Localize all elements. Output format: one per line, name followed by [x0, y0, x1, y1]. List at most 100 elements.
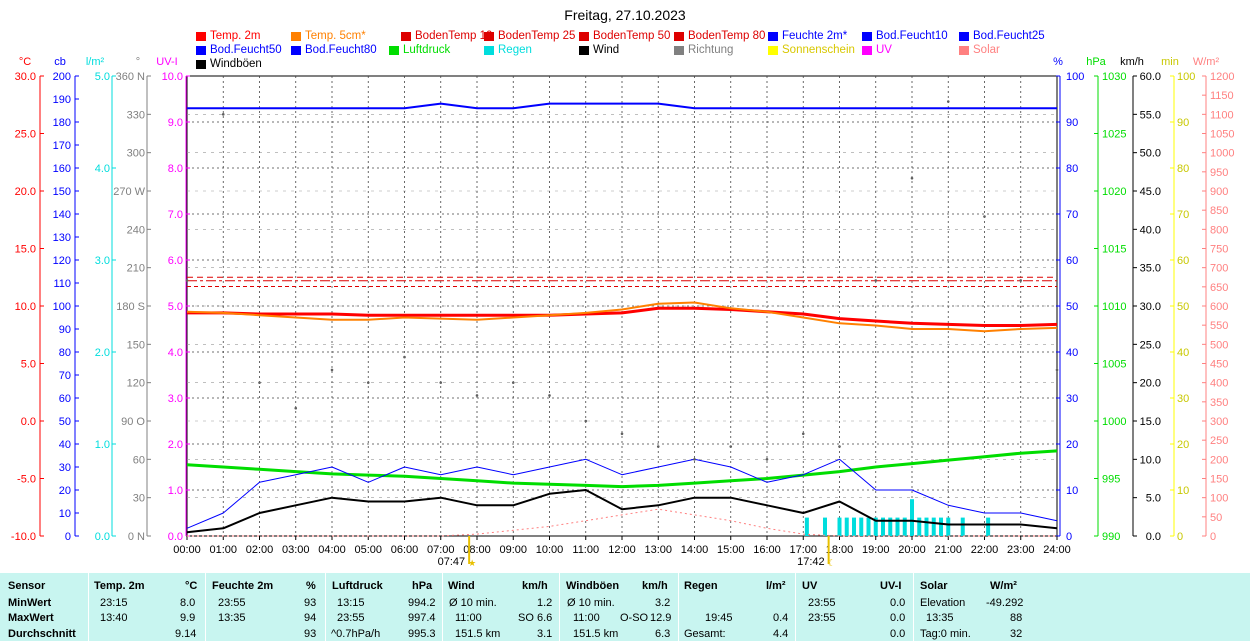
- time-tick-label: 07:00: [427, 544, 455, 556]
- legend-label: Temp. 5cm*: [305, 30, 366, 42]
- sun-tick-label: 70: [1177, 209, 1189, 221]
- temp-header: Temp. 2m: [94, 580, 145, 592]
- hum-avg-value: 93: [304, 628, 317, 640]
- wind-tick-label: 30.0: [1140, 301, 1161, 313]
- rain-bar: [924, 517, 929, 536]
- press-max-value: 997.4: [408, 612, 436, 624]
- legend-label: Solar: [973, 44, 1000, 56]
- time-tick-label: 18:00: [826, 544, 854, 556]
- dir-tick-label: 0 N: [128, 531, 145, 543]
- time-tick-label: 02:00: [246, 544, 274, 556]
- uv-max-time: 23:55: [808, 612, 836, 624]
- legend-label: Richtung: [688, 44, 734, 56]
- hum-header: Feuchte 2m: [212, 580, 274, 592]
- wind-unit: km/h: [522, 580, 548, 592]
- direction-point: [983, 215, 986, 218]
- wind-tick-label: 25.0: [1140, 339, 1161, 351]
- dir-tick-label: 90 O: [121, 416, 145, 428]
- axes: 30.025.020.015.010.05.00.0-5.0-10.0°C200…: [11, 56, 1235, 568]
- wind-min-value: 1.2: [537, 597, 553, 609]
- temp-tick-label: 15.0: [15, 244, 36, 256]
- solar-tick-label: 50: [1210, 512, 1222, 524]
- wind-max-value: 6.6: [537, 612, 553, 624]
- rain-bar: [986, 517, 991, 536]
- cb-tick-label: 10: [59, 508, 71, 520]
- uv-min-time: 23:55: [808, 597, 836, 609]
- cb-tick-label: 160: [53, 163, 71, 175]
- press-tick-label: 990: [1102, 531, 1120, 543]
- solar-day-label: Tag:0 min.: [920, 628, 971, 640]
- series-luftdruck: [186, 449, 1058, 489]
- rain-bar: [873, 517, 878, 536]
- time-tick-label: 23:00: [1007, 544, 1035, 556]
- series: [185, 100, 1059, 537]
- blue-square-icon: [196, 46, 206, 55]
- rain-unit: l/m²: [766, 580, 786, 592]
- blue-square-icon: [862, 32, 872, 41]
- cb-tick-label: 130: [53, 232, 71, 244]
- time-tick-label: 01:00: [209, 544, 237, 556]
- yellow-square-icon: [768, 46, 778, 55]
- cb-tick-label: 110: [53, 278, 71, 290]
- rain-bar: [859, 517, 864, 536]
- hum-tick-label: 80: [1066, 163, 1078, 175]
- wind-tick-label: 45.0: [1140, 186, 1161, 198]
- rain-tick-label: 0.0: [95, 531, 110, 543]
- rain-bar: [823, 517, 827, 536]
- solar-tick-label: 300: [1210, 416, 1228, 428]
- rain-bar: [931, 517, 936, 536]
- legend-label: Bod.Feucht50: [210, 44, 282, 56]
- direction-point: [620, 432, 624, 436]
- direction-point: [729, 445, 733, 448]
- wind-tick-label: 50.0: [1140, 148, 1161, 160]
- hum-tick-label: 100: [1066, 71, 1084, 83]
- wind-distance: 151.5 km: [455, 628, 501, 640]
- solar-axis-unit: W/m²: [1193, 56, 1220, 68]
- solar-tick-label: 900: [1210, 186, 1228, 198]
- time-tick-label: 11:00: [572, 544, 599, 556]
- uv-tick-label: 5.0: [168, 301, 183, 313]
- row-header-min: MinWert: [8, 597, 52, 609]
- cb-tick-label: 190: [53, 94, 71, 106]
- moon-icon: ☾: [828, 558, 836, 568]
- rain-bar: [837, 517, 842, 536]
- temp-tick-label: 10.0: [15, 301, 36, 313]
- time-tick-label: 21:00: [934, 544, 962, 556]
- time-tick-label: 00:00: [173, 544, 201, 556]
- uv-tick-label: 9.0: [168, 117, 183, 129]
- hum-tick-label: 30: [1066, 393, 1078, 405]
- solar-tick-label: 200: [1210, 454, 1228, 466]
- dir-axis-unit: °: [136, 56, 140, 68]
- dir-tick-label: 60: [133, 454, 145, 466]
- cb-tick-label: 120: [53, 255, 71, 267]
- salmon-square-icon: [959, 46, 969, 55]
- direction-point: [403, 355, 406, 359]
- direction-point: [294, 406, 298, 410]
- hum-tick-label: 70: [1066, 209, 1078, 221]
- cb-tick-label: 70: [59, 370, 71, 382]
- solar-unit: W/m²: [990, 580, 1017, 592]
- wind-tick-label: 20.0: [1140, 378, 1161, 390]
- black-square-icon: [196, 60, 206, 69]
- hum-axis-unit: %: [1053, 56, 1063, 68]
- wind-max-time: 11:00: [455, 612, 482, 624]
- direction-point: [221, 113, 225, 116]
- wind-tick-label: 35.0: [1140, 263, 1161, 275]
- time-tick-label: 13:00: [644, 544, 672, 556]
- cb-tick-label: 200: [53, 71, 71, 83]
- green-square-icon: [389, 46, 399, 55]
- cb-tick-label: 20: [59, 485, 71, 497]
- solar-tick-label: 800: [1210, 224, 1228, 236]
- red-square-icon: [401, 32, 411, 41]
- wind-avg-value: 3.1: [537, 628, 553, 640]
- temp-tick-label: 5.0: [21, 359, 36, 371]
- temp-tick-label: -10.0: [11, 531, 36, 543]
- press-tick-label: 1025: [1102, 129, 1126, 141]
- time-tick-label: 17:00: [789, 544, 817, 556]
- rain-bar: [946, 517, 951, 536]
- solar-tick-label: 600: [1210, 301, 1228, 313]
- temp-tick-label: 25.0: [15, 129, 36, 141]
- direction-point: [1019, 279, 1023, 282]
- direction-point: [475, 394, 479, 397]
- press-unit: hPa: [412, 580, 433, 592]
